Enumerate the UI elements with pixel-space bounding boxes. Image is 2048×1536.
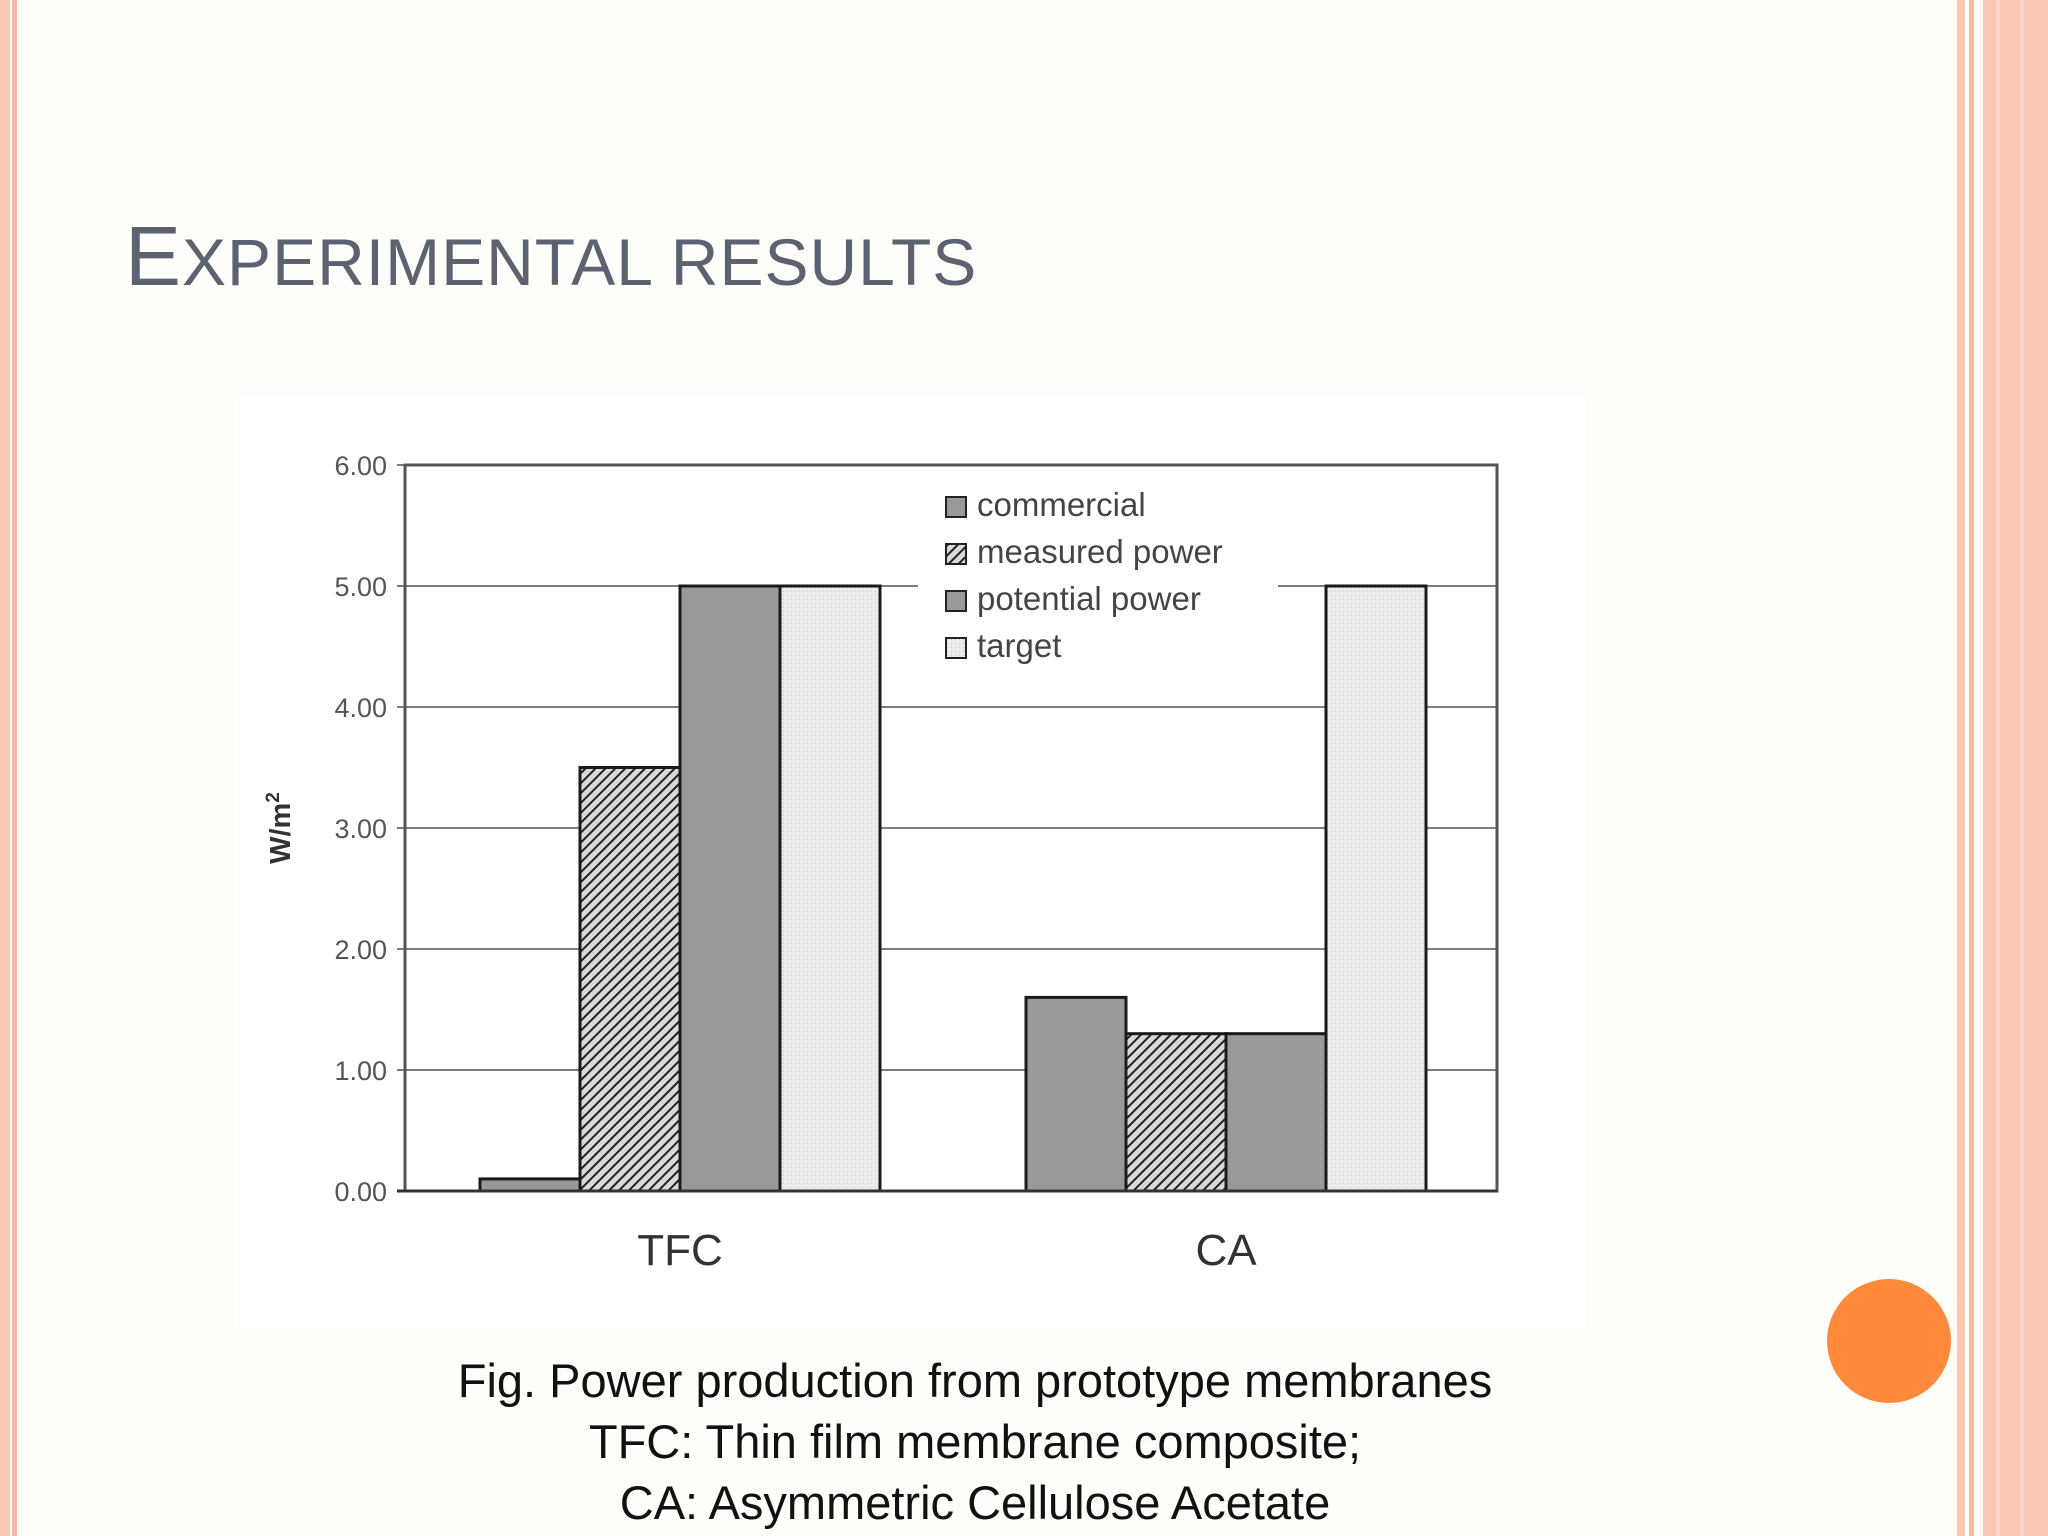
bar-measured-power-ca [1124,1032,1228,1193]
y-tick-label: 4.00 [334,693,387,723]
bar-commercial-ca [1024,995,1128,1193]
legend-swatch [945,543,967,565]
bar-measured-power-tfc [578,766,682,1193]
bar-target-tfc [778,584,882,1193]
right-border-stripe [1957,0,1965,1536]
slide-title-initial: E [125,209,183,303]
caption-line: CA: Asymmetric Cellulose Acetate [619,1476,1331,1529]
y-tick-label: 2.00 [334,935,387,965]
legend-label: target [977,627,1061,664]
slide-title-rest: XPERIMENTAL RESULTS [182,225,978,299]
right-border-panel [1983,0,2048,1536]
legend-label: commercial [977,486,1146,523]
caption-line: TFC: Thin film membrane composite; [588,1415,1362,1468]
slide-title: EXPERIMENTAL RESULTS [125,208,977,305]
bar-chart: 0.00 1.00 2.00 3.00 4.00 5.00 6.00 W/m2 TFC CA co… [263,451,1499,1275]
right-border-line [1996,0,2000,1536]
bar-commercial-tfc [478,1177,582,1193]
left-border-stripe [0,0,10,1536]
caption-line: Fig. Power production from prototype mem… [457,1354,1493,1407]
right-border-line [2020,0,2024,1536]
y-tick-label: 0.00 [334,1177,387,1207]
legend-label: measured power [977,533,1223,570]
y-tick-label: 5.00 [334,572,387,602]
bar-potential-power-tfc [678,584,782,1193]
legend-swatch [945,590,967,612]
legend-background [918,477,1278,659]
chart-panel: 0.00 1.00 2.00 3.00 4.00 5.00 6.00 W/m2 TFC CA co… [235,395,1585,1330]
legend-swatch [945,496,967,518]
legend-label: potential power [977,580,1201,617]
bar-target-ca [1324,584,1428,1193]
y-axis-label: W/m2 [263,792,297,864]
x-category-label: TFC [637,1226,723,1275]
y-tick-label: 6.00 [334,451,387,481]
left-border-stripe-inner [12,0,17,1536]
x-category-label: CA [1195,1226,1257,1275]
figure-caption: Fig. Power production from prototype mem… [300,1350,1650,1533]
bar-potential-power-ca [1224,1032,1328,1193]
y-tick-label: 1.00 [334,1056,387,1086]
right-border-stripe [1969,0,1974,1536]
y-tick-label: 3.00 [334,814,387,844]
legend-swatch [945,637,967,659]
decorative-orange-circle [1827,1279,1951,1403]
